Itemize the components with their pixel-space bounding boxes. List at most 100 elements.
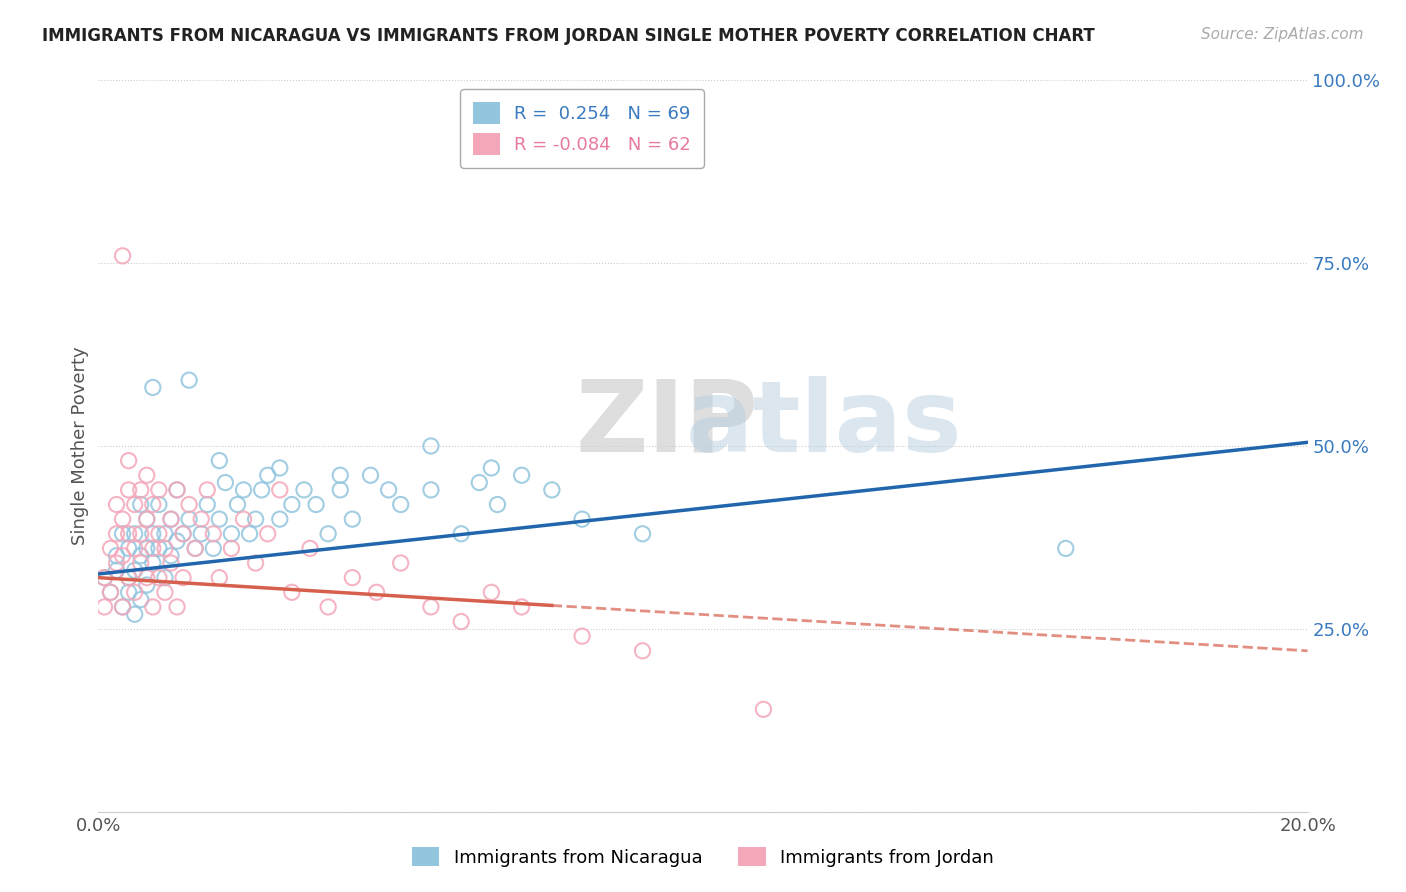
Point: [481, 585, 503, 599]
Point: [329, 468, 352, 483]
Point: [752, 702, 775, 716]
Point: [100, 585, 122, 599]
Point: [510, 599, 533, 614]
Point: [510, 468, 533, 483]
Point: [118, 541, 141, 556]
Point: [124, 541, 146, 556]
Point: [129, 483, 152, 497]
Point: [342, 512, 364, 526]
Point: [299, 541, 322, 556]
Point: [179, 498, 201, 512]
Point: [571, 629, 593, 643]
Point: [329, 483, 352, 497]
Point: [148, 498, 170, 512]
Point: [540, 483, 562, 497]
Point: [226, 498, 249, 512]
Point: [450, 526, 472, 541]
Point: [342, 571, 364, 585]
Point: [135, 512, 157, 526]
Point: [135, 571, 157, 585]
Point: [190, 512, 212, 526]
Point: [245, 512, 267, 526]
Point: [124, 585, 146, 599]
Point: [481, 461, 503, 475]
Point: [153, 526, 176, 541]
Legend: Immigrants from Nicaragua, Immigrants from Jordan: Immigrants from Nicaragua, Immigrants fr…: [405, 840, 1001, 874]
Point: [420, 483, 443, 497]
Point: [202, 541, 225, 556]
Point: [269, 512, 291, 526]
Point: [166, 483, 188, 497]
Point: [124, 498, 146, 512]
Point: [166, 483, 188, 497]
Point: [135, 541, 157, 556]
Point: [124, 607, 146, 622]
Point: [129, 526, 152, 541]
Point: [100, 585, 122, 599]
Point: [118, 585, 141, 599]
Point: [269, 461, 291, 475]
Point: [1054, 541, 1077, 556]
Point: [305, 498, 328, 512]
Point: [166, 534, 188, 549]
Y-axis label: Single Mother Poverty: Single Mother Poverty: [70, 347, 89, 545]
Point: [232, 483, 254, 497]
Point: [486, 498, 509, 512]
Point: [105, 563, 128, 577]
Point: [124, 526, 146, 541]
Point: [377, 483, 399, 497]
Point: [239, 526, 262, 541]
Point: [142, 556, 165, 570]
Point: [118, 453, 141, 467]
Point: [190, 526, 212, 541]
Point: [111, 599, 134, 614]
Point: [250, 483, 273, 497]
Point: [118, 526, 141, 541]
Point: [111, 526, 134, 541]
Point: [153, 585, 176, 599]
Point: [142, 526, 165, 541]
Point: [221, 541, 243, 556]
Text: Source: ZipAtlas.com: Source: ZipAtlas.com: [1201, 27, 1364, 42]
Point: [631, 526, 654, 541]
Point: [129, 556, 152, 570]
Point: [172, 571, 194, 585]
Point: [202, 526, 225, 541]
Point: [93, 571, 115, 585]
Legend: R =  0.254   N = 69, R = -0.084   N = 62: R = 0.254 N = 69, R = -0.084 N = 62: [460, 89, 704, 168]
Point: [160, 512, 183, 526]
Point: [142, 599, 165, 614]
Point: [450, 615, 472, 629]
Point: [135, 468, 157, 483]
Point: [195, 483, 218, 497]
Text: ZIP: ZIP: [575, 376, 758, 473]
Point: [135, 512, 157, 526]
Point: [360, 468, 382, 483]
Point: [148, 571, 170, 585]
Point: [184, 541, 207, 556]
Point: [571, 512, 593, 526]
Point: [111, 249, 134, 263]
Point: [105, 526, 128, 541]
Point: [100, 541, 122, 556]
Point: [256, 468, 278, 483]
Point: [179, 512, 201, 526]
Point: [118, 483, 141, 497]
Point: [129, 498, 152, 512]
Point: [118, 571, 141, 585]
Point: [142, 380, 165, 394]
Point: [148, 526, 170, 541]
Point: [256, 526, 278, 541]
Point: [124, 563, 146, 577]
Text: IMMIGRANTS FROM NICARAGUA VS IMMIGRANTS FROM JORDAN SINGLE MOTHER POVERTY CORREL: IMMIGRANTS FROM NICARAGUA VS IMMIGRANTS …: [42, 27, 1095, 45]
Point: [208, 571, 231, 585]
Point: [316, 526, 339, 541]
Point: [142, 541, 165, 556]
Point: [179, 373, 201, 387]
Point: [153, 541, 176, 556]
Point: [631, 644, 654, 658]
Point: [245, 556, 267, 570]
Point: [135, 578, 157, 592]
Point: [160, 556, 183, 570]
Point: [172, 526, 194, 541]
